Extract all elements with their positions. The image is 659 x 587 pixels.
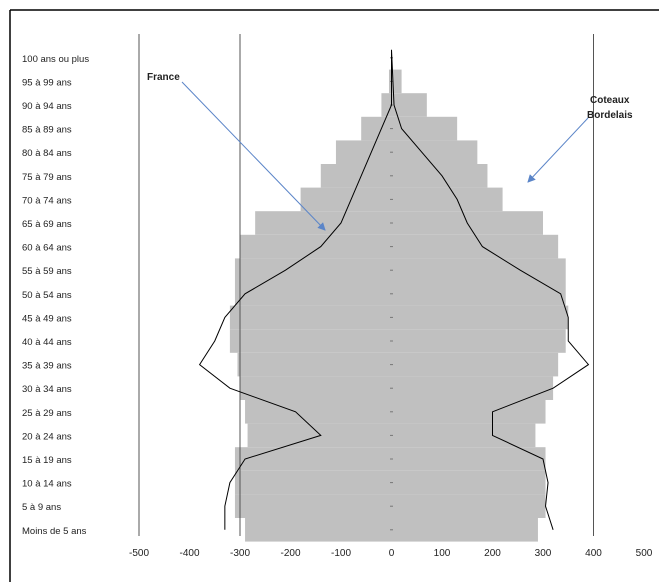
france-bar-10 <box>234 282 566 306</box>
y-tick-label: 10 à 14 ans <box>22 479 72 490</box>
y-tick-label: 60 à 64 ans <box>22 243 72 254</box>
y-tick-label: 15 à 19 ans <box>22 455 72 466</box>
france-bar-12 <box>240 234 559 259</box>
y-tick-label: 20 à 24 ans <box>22 431 72 442</box>
x-tick-label: 300 <box>535 548 552 559</box>
coteaux-bordelais-profile <box>198 49 590 530</box>
x-tick-label: -500 <box>129 548 149 559</box>
x-tick-label: -200 <box>280 548 300 559</box>
france-bar-9 <box>229 305 569 330</box>
y-tick-labels: Moins de 5 ans 5 à 9 ans 10 à 14 ans 15 à 1… <box>22 54 89 537</box>
france-bar-8 <box>229 329 566 353</box>
y-tick-label: 95 à 99 ans <box>22 77 72 88</box>
coteaux-bordelais-line <box>198 49 590 530</box>
x-tick-label: 0 <box>389 548 395 559</box>
y-tick-label: Moins de 5 ans <box>22 526 87 537</box>
annotation-coteaux-bordelais-line2: Bordelais <box>587 110 633 121</box>
y-tick-label: 30 à 34 ans <box>22 384 72 395</box>
annotations: France Coteaux Bordelais <box>147 72 633 231</box>
annotation-coteaux-bordelais-arrow <box>527 117 589 183</box>
france-bars <box>229 69 569 542</box>
y-tick-label: 25 à 29 ans <box>22 408 72 419</box>
y-tick-label: 45 à 49 ans <box>22 313 72 324</box>
annotation-france-arrow <box>181 81 326 231</box>
y-tick-label: 80 à 84 ans <box>22 148 72 159</box>
axes <box>138 34 393 536</box>
y-tick-label: 75 à 79 ans <box>22 172 72 183</box>
x-tick-label: 400 <box>585 548 602 559</box>
france-bar-11 <box>234 258 566 282</box>
y-tick-label: 5 à 9 ans <box>22 502 61 513</box>
x-tick-label: -400 <box>179 548 199 559</box>
y-tick-label: 40 à 44 ans <box>22 337 72 348</box>
annotation-france: France <box>147 72 180 83</box>
annotation-coteaux-bordelais-line1: Coteaux <box>590 95 630 106</box>
y-tick-label: 55 à 59 ans <box>22 266 72 277</box>
france-bar-15 <box>320 164 488 188</box>
france-bar-17 <box>361 116 458 141</box>
x-tick-label: 500 <box>636 548 653 559</box>
x-tick-label: -100 <box>331 548 351 559</box>
x-tick-labels: -500 -400 -300 -200 -100 0 100 200 300 400 500 <box>129 548 653 559</box>
y-tick-label: 85 à 89 ans <box>22 125 72 136</box>
france-bar-5 <box>245 400 546 424</box>
y-tick-label: 70 à 74 ans <box>22 195 72 206</box>
x-tick-label: 200 <box>484 548 501 559</box>
y-tick-label: 50 à 54 ans <box>22 290 72 301</box>
france-bar-6 <box>240 376 554 400</box>
france-bar-7 <box>237 352 559 377</box>
france-bar-16 <box>335 140 478 164</box>
france-bar-18 <box>381 93 427 117</box>
reference-lines <box>239 34 594 536</box>
y-tick-label: 35 à 39 ans <box>22 361 72 372</box>
x-tick-label: -300 <box>230 548 250 559</box>
y-tick-label: 100 ans ou plus <box>22 54 89 65</box>
france-bar-19 <box>388 69 402 94</box>
x-tick-label: 100 <box>434 548 451 559</box>
y-tick-label: 65 à 69 ans <box>22 219 72 230</box>
france-bar-13 <box>255 211 543 235</box>
y-tick-label: 90 à 94 ans <box>22 101 72 112</box>
france-bar-14 <box>300 187 503 212</box>
